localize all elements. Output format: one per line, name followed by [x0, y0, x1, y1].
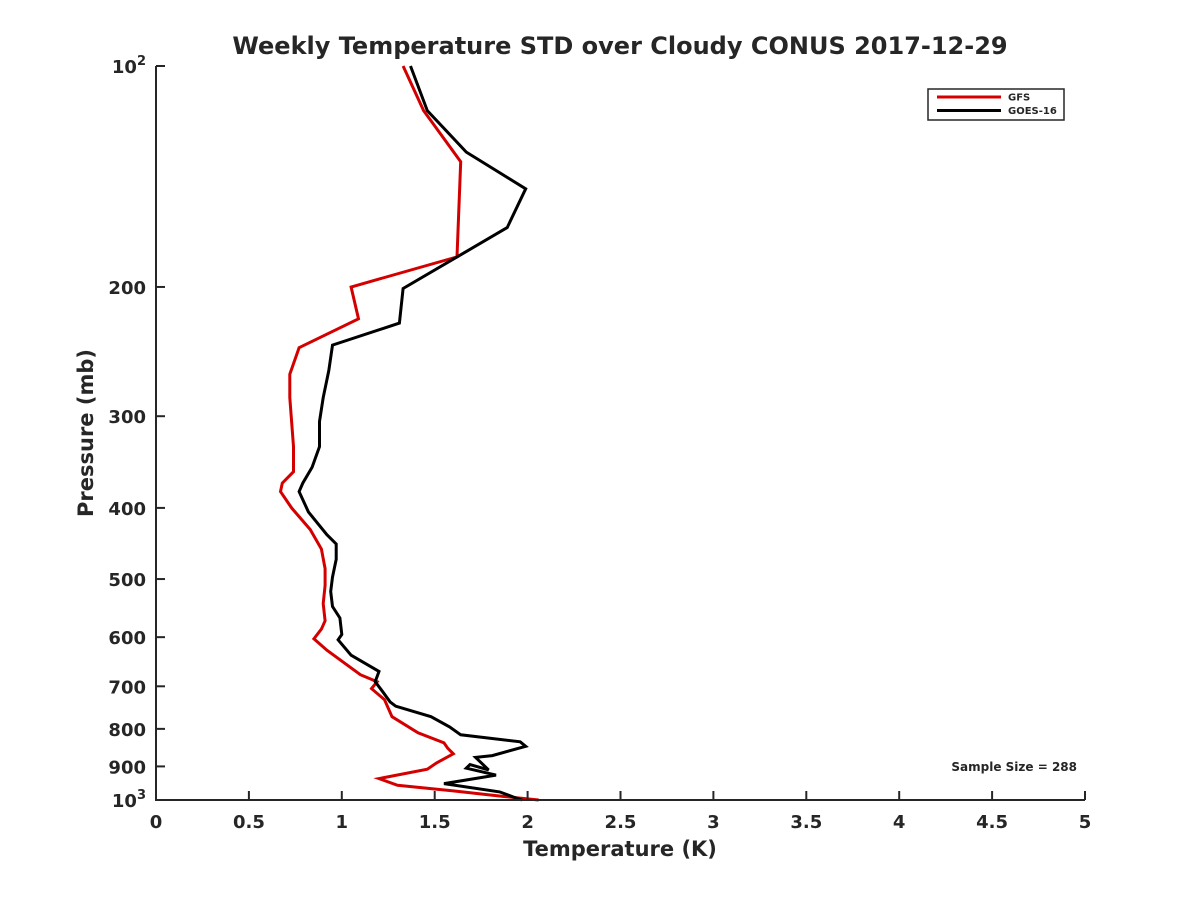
- series-line-gfs: [278, 65, 539, 802]
- x-tick-label: 4: [893, 812, 906, 833]
- x-tick-label: 5: [1079, 812, 1092, 833]
- x-tick-label: 3: [707, 812, 720, 833]
- sample-size-annotation: Sample Size = 288: [951, 760, 1077, 774]
- legend-box: [927, 88, 1065, 121]
- y-tick-label: 200: [108, 278, 146, 299]
- x-tick-label: 4.5: [976, 812, 1008, 833]
- y-tick-label: 300: [108, 407, 146, 428]
- x-axis-ticks: 0 0.5 1 1.5 2 2.5 3 3.5 4 4.5 5: [150, 791, 1092, 833]
- x-axis-label: Temperature (K): [523, 837, 717, 861]
- y-axis-label: Pressure (mb): [74, 349, 98, 517]
- x-tick-label: 0.5: [233, 812, 265, 833]
- legend-label-goes-16: GOES-16: [1008, 106, 1057, 117]
- x-tick-label: 1.5: [419, 812, 451, 833]
- legend-label-gfs: GFS: [1008, 93, 1030, 104]
- x-tick-label: 2: [521, 812, 534, 833]
- x-tick-label: 1: [336, 812, 349, 833]
- y-tick-label: 500: [108, 570, 146, 591]
- series-line-goes-16: [297, 65, 529, 802]
- legend: GFS GOES-16: [927, 88, 1065, 121]
- y-tick-label: 600: [108, 628, 146, 649]
- y-tick-label: 400: [108, 499, 146, 520]
- x-tick-label: 3.5: [790, 812, 822, 833]
- series-lines: [278, 65, 539, 802]
- y-tick-label: 103: [112, 788, 146, 812]
- chart-title: Weekly Temperature STD over Cloudy CONUS…: [232, 32, 1007, 60]
- y-tick-label: 800: [108, 720, 146, 741]
- y-axis-ticks: 102 200 300 400 500 600 700 800 900 103: [108, 54, 165, 812]
- y-tick-label: 102: [112, 54, 146, 78]
- y-tick-label: 700: [108, 677, 146, 698]
- x-tick-label: 0: [150, 812, 163, 833]
- x-tick-label: 2.5: [605, 812, 637, 833]
- y-tick-label: 900: [108, 757, 146, 778]
